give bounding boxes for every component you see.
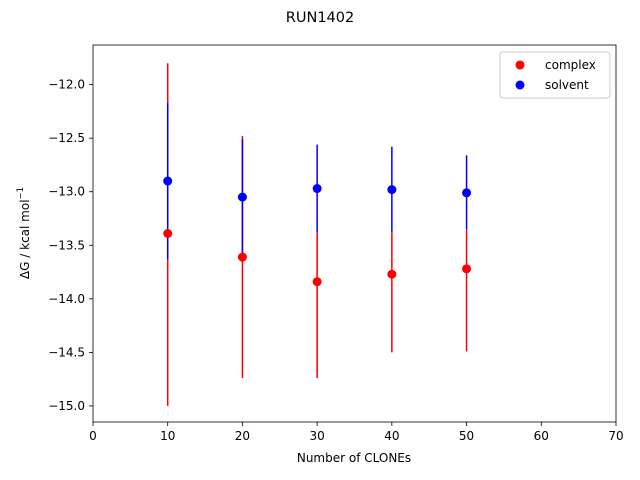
data-point-solvent-2: [312, 184, 322, 194]
y-tick-label: −13.5: [48, 238, 85, 252]
data-point-solvent-4: [462, 188, 472, 198]
data-point-solvent-3: [387, 185, 397, 195]
x-tick-label: 0: [89, 429, 97, 443]
axes-frame: [92, 44, 617, 423]
y-tick-label: −12.5: [48, 131, 85, 145]
legend-marker-complex: [515, 60, 525, 70]
x-tick-label: 50: [459, 429, 474, 443]
legend-label-complex: complex: [545, 58, 596, 72]
data-point-complex-0: [163, 229, 173, 238]
y-tick-label: −13.0: [48, 185, 85, 199]
data-point-complex-4: [462, 264, 472, 274]
x-tick-label: 40: [384, 429, 399, 443]
y-axis-label: ΔG / kcal mol−1: [16, 187, 32, 279]
y-axis-label-superscript: −1: [16, 187, 26, 200]
data-point-complex-1: [237, 252, 247, 262]
x-axis-label: Number of CLONEs: [297, 451, 411, 465]
legend-marker-solvent: [515, 80, 525, 90]
data-point-complex-3: [387, 269, 397, 279]
y-axis-label-main: ΔG / kcal mol: [18, 199, 32, 279]
x-tick-label: 30: [310, 429, 325, 443]
y-tick-label: −12.0: [48, 78, 85, 92]
legend: complex solvent: [499, 51, 611, 99]
x-tick-label: 10: [160, 429, 175, 443]
plot-area: 0 10 20 30 40 50 60 70 −12.0 −12.5 −13.0 −13.5 −14.0…: [48, 44, 624, 443]
x-tick-label: 70: [608, 429, 623, 443]
data-point-solvent-1: [237, 192, 247, 202]
x-tick-label: 60: [534, 429, 549, 443]
y-tick-label: −14.5: [48, 345, 85, 359]
y-tick-label: −15.0: [48, 399, 85, 413]
legend-box: [499, 51, 611, 99]
chart-title: RUN1402: [286, 10, 354, 26]
y-tick-label: −14.0: [48, 292, 85, 306]
x-tick-label: 20: [235, 429, 250, 443]
data-point-solvent-0: [163, 176, 173, 186]
legend-label-solvent: solvent: [545, 78, 589, 92]
data-point-complex-2: [312, 277, 322, 287]
